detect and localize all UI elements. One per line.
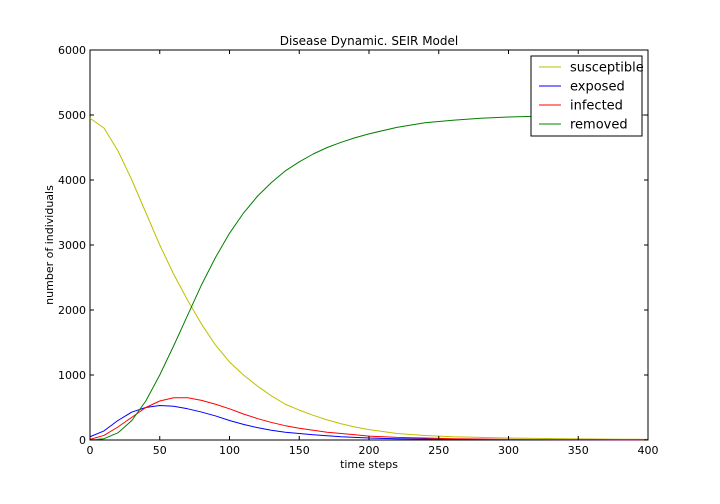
y-tick-label: 1000 bbox=[58, 369, 86, 382]
axis-ticks: 0 50 100 150 200 250 300 350 4000100020003000400… bbox=[58, 44, 659, 457]
y-tick-label: 3000 bbox=[58, 239, 86, 252]
x-tick-label: 150 bbox=[289, 444, 310, 457]
y-tick-label: 6000 bbox=[58, 44, 86, 57]
chart-title: Disease Dynamic. SEIR Model bbox=[280, 34, 458, 48]
y-tick-label: 0 bbox=[79, 434, 86, 447]
y-tick-label: 4000 bbox=[58, 174, 86, 187]
x-tick-label: 400 bbox=[638, 444, 659, 457]
x-tick-label: 350 bbox=[568, 444, 589, 457]
legend: susceptible exposed infected removed bbox=[530, 55, 644, 137]
x-tick-label: 50 bbox=[153, 444, 167, 457]
x-tick-label: 300 bbox=[498, 444, 519, 457]
x-tick-label: 200 bbox=[359, 444, 380, 457]
y-axis-label: number of individuals bbox=[43, 185, 56, 305]
x-tick-label: 100 bbox=[219, 444, 240, 457]
legend-label-exposed: exposed bbox=[570, 80, 625, 95]
x-axis-label: time steps bbox=[340, 458, 398, 471]
y-tick-label: 5000 bbox=[58, 109, 86, 122]
legend-label-removed: removed bbox=[570, 118, 628, 133]
legend-frame bbox=[530, 55, 643, 137]
y-tick-label: 2000 bbox=[58, 304, 86, 317]
x-tick-label: 0 bbox=[87, 444, 94, 457]
legend-label-susceptible: susceptible bbox=[570, 61, 644, 76]
legend-label-infected: infected bbox=[570, 99, 623, 114]
x-tick-label: 250 bbox=[428, 444, 449, 457]
series-line-removed bbox=[89, 114, 649, 441]
